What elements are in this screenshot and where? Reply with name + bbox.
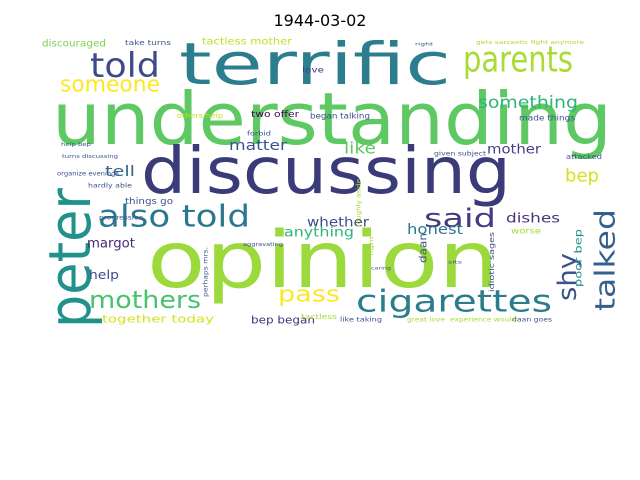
cloud-word: opinion	[147, 216, 499, 306]
cloud-word: help	[89, 268, 119, 282]
cloud-word: progressive	[99, 215, 143, 222]
cloud-word: margot	[87, 237, 135, 252]
cloud-word: poor bep	[574, 229, 585, 287]
cloud-word: things go	[125, 197, 174, 207]
cloud-word: pass	[278, 283, 340, 308]
cloud-word: two offer	[251, 110, 299, 120]
chart-title: 1944-03-02	[273, 11, 367, 30]
cloud-word: bep began	[251, 314, 315, 327]
cloud-word: fight	[369, 236, 375, 256]
cloud-word: said	[424, 204, 496, 234]
cloud-word: whether	[307, 216, 370, 231]
cloud-word: others help	[177, 112, 224, 120]
cloud-word: like taking	[340, 317, 382, 324]
cloud-word: made things	[519, 114, 575, 123]
cloud-word: honest	[407, 222, 464, 238]
cloud-word: someone	[60, 73, 160, 98]
cloud-word: daan	[417, 233, 430, 263]
cloud-word: mothers	[89, 286, 201, 314]
cloud-word: gets sarcastic fight anymore	[476, 40, 584, 46]
cloud-word: perhaps mrs.	[203, 247, 210, 297]
cloud-word: idiotic sages	[488, 232, 496, 292]
cloud-word: roughly aside	[356, 179, 363, 227]
cloud-word: mother	[487, 143, 542, 158]
cloud-word: turns discussing	[62, 154, 118, 160]
cloud-word: forbid	[247, 131, 271, 138]
cloud-word: hardly able	[88, 183, 132, 190]
cloud-word: parents	[463, 40, 573, 81]
cloud-word: attacked	[566, 153, 602, 161]
cloud-word: caring	[371, 266, 392, 271]
cloud-word: worse	[511, 227, 541, 236]
cloud-word: great love	[407, 317, 445, 324]
cloud-word: discussing	[141, 135, 511, 209]
cloud-word: dishes	[506, 212, 560, 227]
cloud-word: love	[302, 66, 324, 75]
cloud-word: told	[90, 46, 160, 86]
cloud-word: given subject	[434, 151, 487, 158]
cloud-word: something	[478, 93, 578, 113]
cloud-word: take turns	[125, 39, 171, 47]
cloud-word: organize evenings	[57, 171, 119, 178]
cloud-word: talked	[589, 209, 622, 311]
cloud-word: matter	[229, 138, 287, 154]
cloud-word: sits	[448, 260, 462, 265]
cloud-word: discouraged	[42, 39, 106, 50]
cloud-word: tactless	[301, 313, 337, 321]
cloud-word: terrific	[179, 30, 451, 98]
cloud-word: cigarettes	[356, 285, 552, 320]
cloud-word: like	[344, 139, 376, 158]
cloud-word: help bep	[61, 142, 91, 148]
cloud-word: shy	[553, 253, 583, 301]
cloud-word: experience would	[450, 317, 516, 324]
cloud-word: understanding	[52, 77, 612, 161]
cloud-word: peter	[36, 188, 104, 328]
cloud-word: also told	[98, 200, 250, 235]
cloud-word: tell	[105, 164, 135, 180]
cloud-word: daan goes	[512, 317, 552, 324]
cloud-word: began talking	[310, 112, 370, 121]
cloud-word: together today	[102, 313, 215, 326]
cloud-word: anything	[284, 226, 354, 241]
cloud-word: bep	[565, 166, 599, 187]
cloud-word: aggravating	[243, 242, 283, 248]
cloud-word: tactless mother	[202, 37, 293, 48]
cloud-word: right	[415, 42, 434, 47]
